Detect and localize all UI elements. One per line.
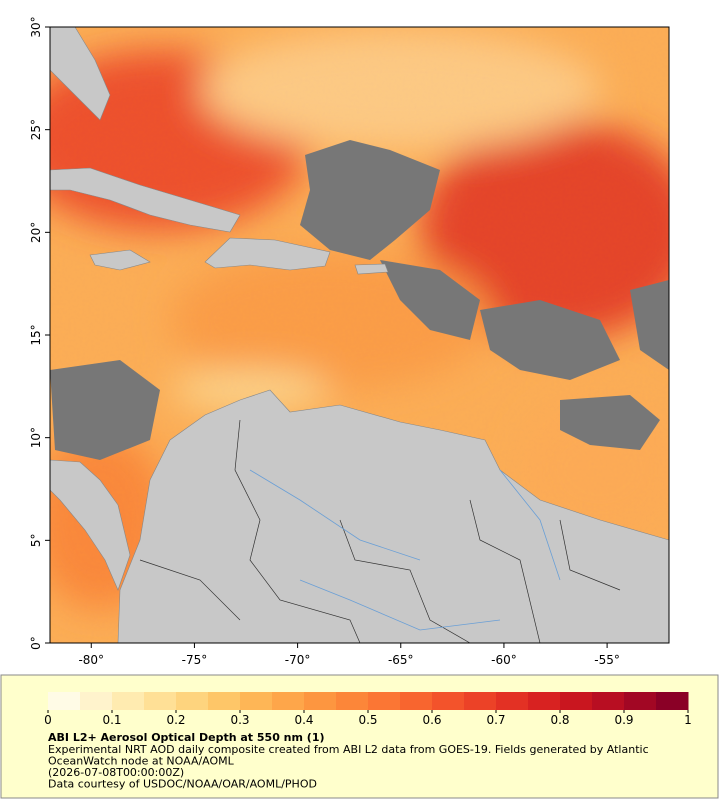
colorbar-step — [496, 692, 529, 710]
colorbar-tick-label: 0.2 — [166, 713, 185, 727]
colorbar-step — [304, 692, 337, 710]
colorbar-step — [176, 692, 209, 710]
borders — [139, 419, 621, 643]
colorbar-step — [624, 692, 657, 710]
colorbar-step — [240, 692, 273, 710]
y-tick-label: 30° — [29, 16, 43, 37]
caption-line: Experimental NRT AOD daily composite cre… — [48, 743, 649, 756]
colorbar-tick-label: 0.8 — [550, 713, 569, 727]
no-data — [50, 140, 669, 460]
colorbar-tick-label: 0.3 — [230, 713, 249, 727]
colorbar-step — [464, 692, 497, 710]
y-tick-label: 5° — [29, 534, 43, 548]
y-tick-label: 20° — [29, 222, 43, 243]
colorbar-tick-label: 0.5 — [358, 713, 377, 727]
colorbar-step — [336, 692, 369, 710]
x-tick-label: -60° — [491, 653, 517, 667]
y-tick-label: 15° — [29, 324, 43, 345]
colorbar-tick-label: 0.7 — [486, 713, 505, 727]
colorbar-step — [560, 692, 593, 710]
colorbar-step — [208, 692, 241, 710]
caption-title: ABI L2+ Aerosol Optical Depth at 550 nm … — [48, 731, 325, 744]
x-tick-label: -65° — [388, 653, 414, 667]
colorbar-step — [112, 692, 145, 710]
colorbar-tick-label: 0.6 — [422, 713, 441, 727]
colorbar-step — [528, 692, 561, 710]
colorbar-step — [80, 692, 113, 710]
x-tick-label: -75° — [182, 653, 208, 667]
colorbar-tick-label: 0.9 — [614, 713, 633, 727]
colorbar-step — [144, 692, 177, 710]
x-tick-label: -70° — [285, 653, 311, 667]
y-tick-label: 25° — [29, 119, 43, 140]
y-tick-label: 10° — [29, 427, 43, 448]
map-field — [50, 27, 669, 643]
land — [50, 27, 669, 643]
x-tick-label: -55° — [594, 653, 620, 667]
colorbar-step — [48, 692, 81, 710]
x-tick-label: -80° — [78, 653, 104, 667]
colorbar-step — [368, 692, 401, 710]
colorbar-step — [432, 692, 465, 710]
colorbar-step — [272, 692, 305, 710]
caption-line: OceanWatch node at NOAA/AOML — [48, 755, 235, 768]
y-tick-label: 0° — [29, 636, 43, 650]
colorbar-tick-label: 0 — [44, 713, 52, 727]
colorbar-step — [592, 692, 625, 710]
colorbar-tick-label: 0.1 — [102, 713, 121, 727]
colorbar-step — [400, 692, 433, 710]
colorbar-tick-label: 1 — [684, 713, 692, 727]
colorbar-tick-label: 0.4 — [294, 713, 313, 727]
colorbar-step — [656, 692, 689, 710]
caption-line: (2026-07-08T00:00:00Z) — [48, 766, 184, 779]
rivers — [249, 469, 561, 631]
caption-line: Data courtesy of USDOC/NOAA/OAR/AOML/PHO… — [48, 778, 317, 791]
